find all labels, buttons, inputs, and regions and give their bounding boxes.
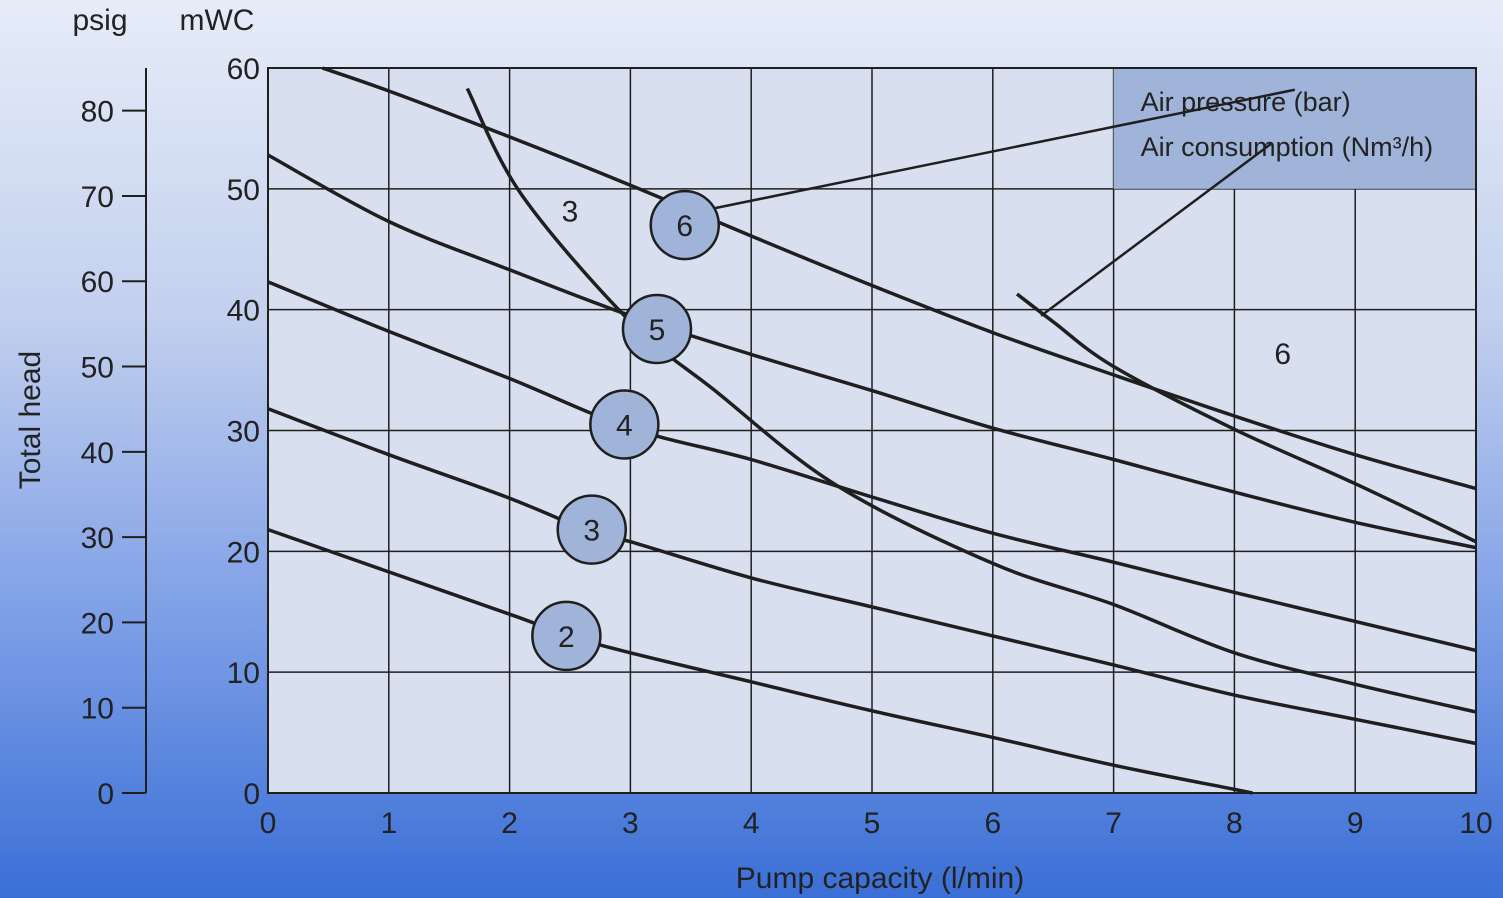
pressure-marker-5 [621,293,693,365]
y-tick-label: 10 [227,657,260,690]
air-pressure-curve-6 [321,66,1477,491]
primary-y-unit: mWC [180,4,255,37]
y-tick-label: 40 [227,295,260,328]
air-pressure-curve-2 [267,527,1253,795]
secondary-y-tick-label: 0 [97,778,114,811]
y-tick-label: 30 [227,416,260,449]
x-tick-label: 9 [1347,807,1364,840]
legend-leader-line [1040,143,1272,317]
consumption-curve-label: 6 [1274,338,1291,371]
pressure-marker-label: 5 [649,314,666,347]
air-consumption-curve-6 [1015,292,1477,544]
secondary-y-tick-label: 10 [81,693,114,726]
plot-frame [267,67,1477,794]
x-tick-label: 7 [1105,807,1122,840]
secondary-y-tick-label: 20 [81,607,114,640]
x-tick-label: 5 [864,807,881,840]
secondary-y-tick-label: 30 [81,522,114,555]
legend-entry-air-consumption: Air consumption (Nm³/h) [1141,132,1434,162]
air-pressure-curve-4 [267,280,1477,653]
x-tick-label: 10 [1459,807,1492,840]
pressure-marker-6 [649,189,721,261]
x-tick-label: 8 [1226,807,1243,840]
pressure-marker-label: 4 [616,409,633,442]
pressure-marker-label: 3 [583,515,600,548]
x-tick-label: 6 [984,807,1001,840]
y-axis-label: Total head [14,351,47,489]
secondary-y-tick-label: 40 [81,437,114,470]
secondary-y-tick-label: 80 [81,96,114,129]
x-tick-label: 0 [260,807,277,840]
pressure-marker-4 [589,389,660,460]
y-tick-label: 60 [227,53,260,86]
axes: 0 1 2 3 4 5 6 7 8 9 10 0 10 20 30 40 50 60 0 10 20 30 40 50 60 70… [81,53,1493,840]
legend-entry-air-pressure: Air pressure (bar) [1141,87,1351,117]
x-tick-label: 4 [743,807,760,840]
secondary-y-tick-label: 50 [81,352,114,385]
y-tick-label: 50 [227,174,260,207]
legend-box [1113,68,1476,189]
x-axis-label: Pump capacity (l/min) [736,862,1024,895]
pressure-marker-3 [556,494,627,565]
pressure-marker-label: 6 [676,210,693,243]
curves [267,66,1477,795]
secondary-y-tick-label: 60 [81,266,114,299]
consumption-labels: 36 [562,196,1291,372]
pressure-markers: 2 3 4 5 6 [531,189,721,672]
secondary-y-unit: psig [72,4,127,37]
air-pressure-curve-3 [267,407,1477,746]
y-tick-label: 20 [227,536,260,569]
x-tick-label: 2 [501,807,518,840]
pressure-marker-label: 2 [558,621,575,654]
secondary-y-tick-label: 70 [81,181,114,214]
air-pressure-curve-5 [267,153,1477,550]
consumption-curve-label: 3 [562,196,579,229]
y-tick-label: 0 [243,778,260,811]
air-consumption-curve-3 [465,87,1477,714]
pressure-marker-2 [531,600,602,672]
legend-leader-line [708,88,1296,211]
x-tick-label: 3 [622,807,639,840]
x-tick-label: 1 [380,807,397,840]
